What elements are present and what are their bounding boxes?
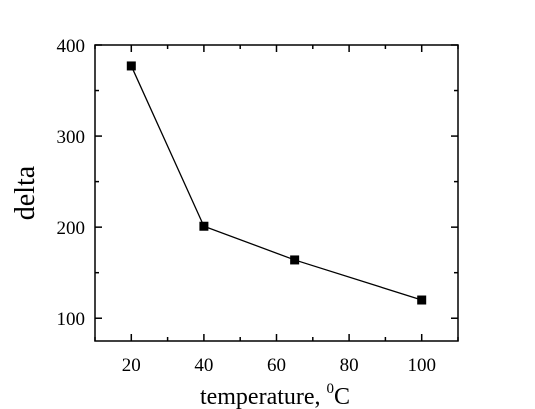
x-tick-label: 80	[340, 355, 359, 376]
x-tick-label: 40	[194, 355, 213, 376]
y-axis-title: delta	[10, 165, 41, 220]
data-point-marker	[290, 255, 300, 265]
series-line	[130, 65, 422, 301]
axis-ticks	[94, 44, 459, 341]
x-axis-title: temperature, 0C	[200, 381, 350, 409]
x-tick-label: 20	[122, 355, 141, 376]
data-series	[126, 61, 427, 305]
data-point-marker	[199, 221, 209, 231]
data-point-marker	[417, 295, 427, 305]
x-tick-label: 100	[407, 355, 436, 376]
plot-frame	[94, 44, 459, 342]
data-point-marker	[126, 61, 136, 71]
tick-labels: 20 40 60 80 100 100 200 300 400	[57, 36, 436, 376]
y-tick-label: 100	[57, 309, 86, 330]
y-tick-label: 400	[57, 36, 86, 57]
y-tick-label: 300	[57, 127, 86, 148]
x-tick-label: 60	[267, 355, 286, 376]
y-tick-label: 200	[57, 218, 86, 239]
